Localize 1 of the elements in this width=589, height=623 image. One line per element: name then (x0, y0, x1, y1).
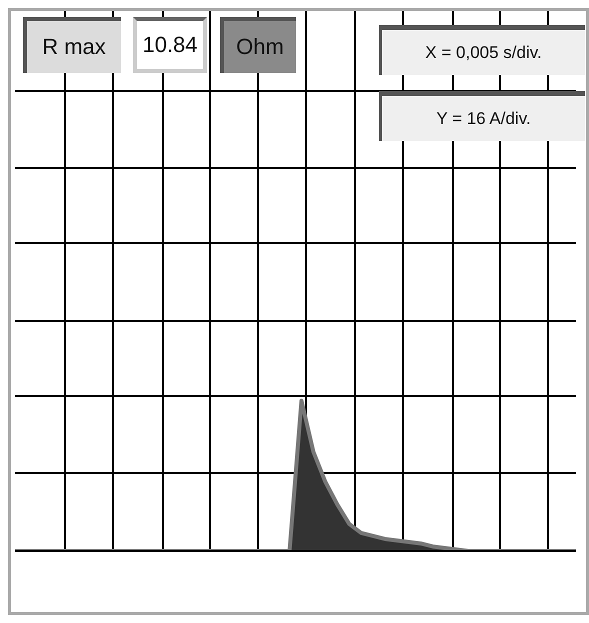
text: 10.84 (142, 32, 198, 58)
